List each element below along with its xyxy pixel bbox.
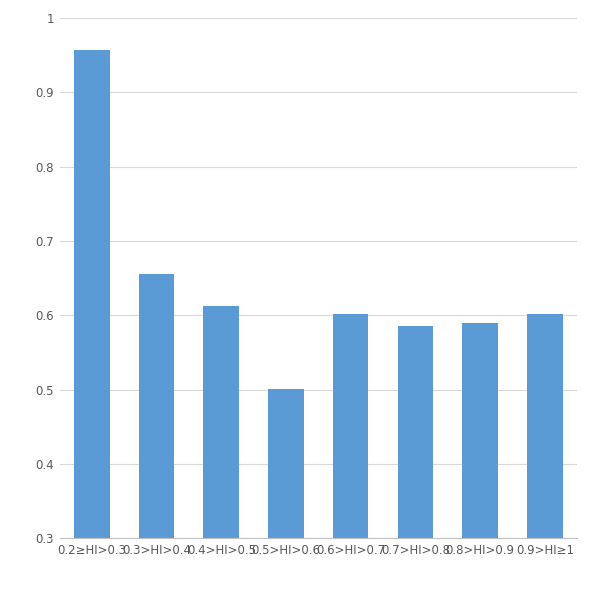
Bar bbox=[527, 315, 563, 598]
Bar bbox=[268, 389, 304, 598]
Bar bbox=[333, 315, 368, 598]
Bar bbox=[139, 274, 174, 598]
Bar bbox=[397, 327, 433, 598]
Bar bbox=[74, 50, 109, 598]
Bar bbox=[462, 324, 498, 598]
Bar bbox=[203, 306, 239, 598]
